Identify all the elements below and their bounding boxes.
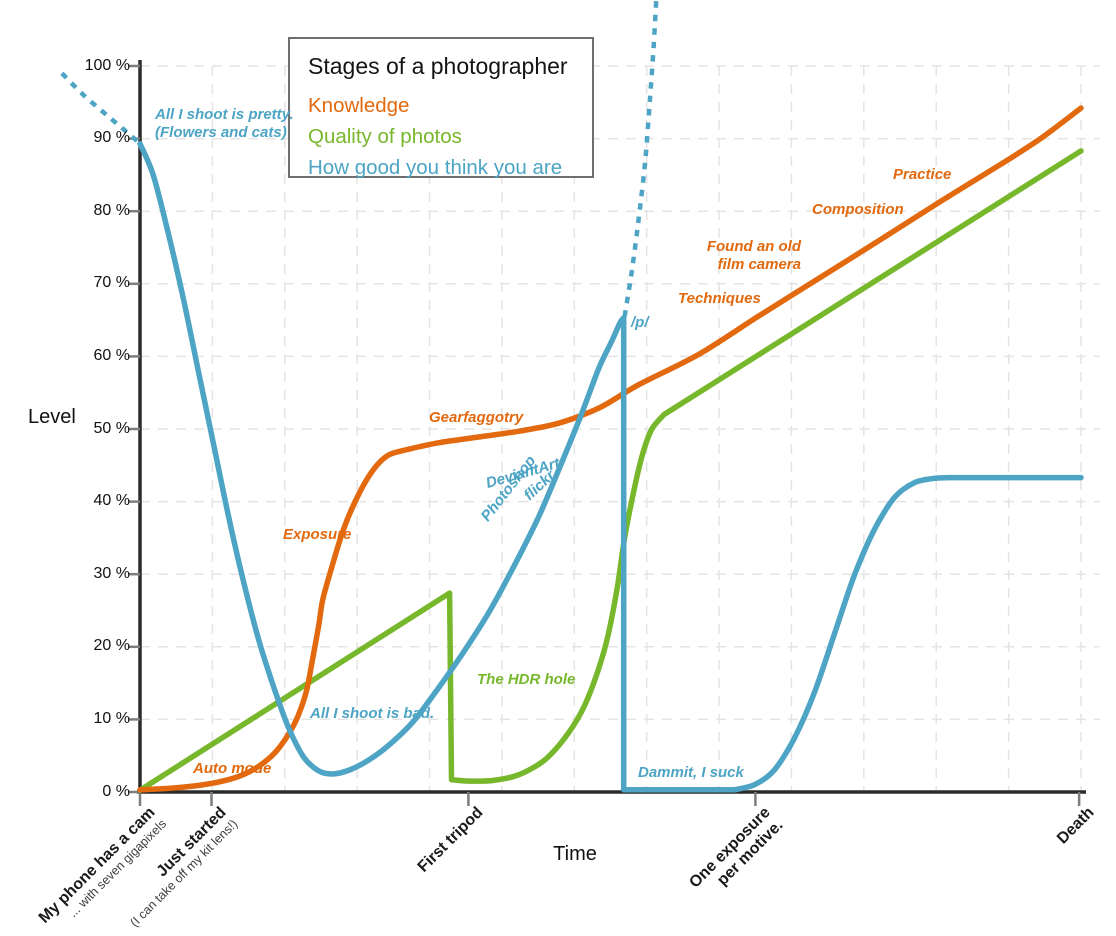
annotation-found-old-film-camera: Found an old film camera [706, 238, 801, 274]
series-line-quality [137, 148, 1084, 793]
annotation-auto-mode: Auto mode [193, 760, 272, 777]
annotation-all-i-shoot-is-bad: All I shoot is bad. [310, 705, 435, 722]
y-tick-label: 20 % [93, 637, 130, 655]
y-tick-label: 60 % [93, 346, 130, 364]
series-line-confidence-dashed [622, 0, 659, 317]
y-tick-label: 50 % [93, 419, 130, 437]
annotation-techniques: Techniques [678, 290, 761, 307]
y-tick-label: 30 % [93, 564, 130, 582]
y-tick-label: 10 % [93, 709, 130, 727]
y-tick-label: 70 % [93, 274, 130, 292]
y-tick-label: 0 % [102, 782, 130, 800]
y-axis-title: Level [28, 406, 76, 428]
annotation-dammit-i-suck: Dammit, I suck [638, 764, 744, 781]
series-line-confidence [137, 140, 1084, 793]
y-tick-label: 80 % [93, 201, 130, 219]
y-tick-label: 100 % [84, 56, 130, 74]
annotation-practice: Practice [893, 166, 952, 183]
annotation-all-i-shoot-is-pretty: All I shoot is pretty. (Flowers and cats… [155, 106, 294, 142]
legend-item-knowledge: Knowledge [308, 94, 410, 117]
annotation-the-hdr-hole: The HDR hole [477, 671, 576, 688]
y-tick-label: 40 % [93, 492, 130, 510]
chart-legend: Stages of a photographer Knowledge Quali… [288, 37, 594, 179]
series-line-knowledge [137, 105, 1084, 793]
annotation-exposure: Exposure [283, 526, 352, 543]
y-tick-label: 90 % [93, 129, 130, 147]
x-axis-title: Time [553, 843, 597, 865]
annotation-gearfaggotry: Gearfaggotry [429, 409, 524, 426]
annotation-p-board: /p/ [631, 314, 649, 331]
annotation-composition: Composition [812, 201, 904, 218]
legend-item-quality: Quality of photos [308, 125, 462, 148]
chart-title: Stages of a photographer [308, 53, 568, 79]
legend-item-confidence: How good you think you are [308, 156, 563, 179]
